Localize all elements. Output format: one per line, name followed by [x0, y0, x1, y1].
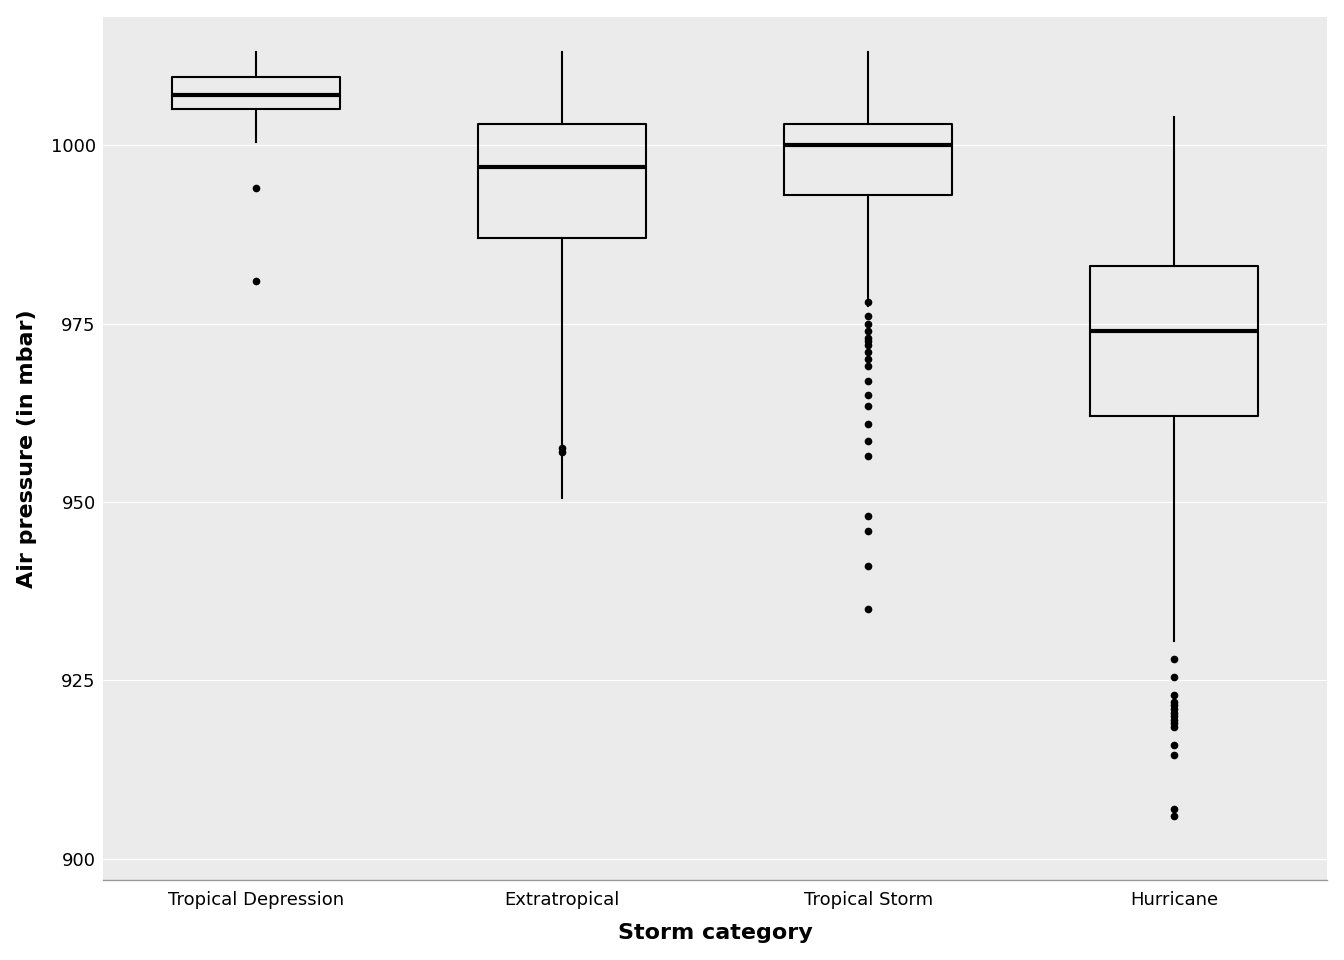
Y-axis label: Air pressure (in mbar): Air pressure (in mbar) [16, 309, 36, 588]
X-axis label: Storm category: Storm category [618, 924, 812, 944]
